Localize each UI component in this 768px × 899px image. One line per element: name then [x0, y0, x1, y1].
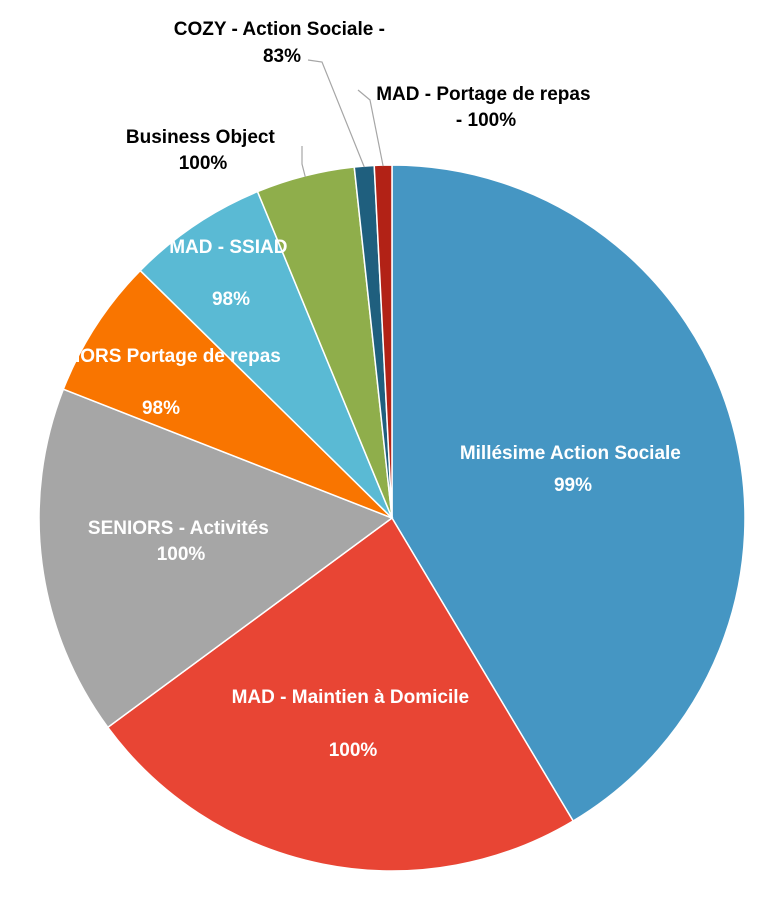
label-millesime-action-sociale: Millésime Action Sociale 99% [460, 443, 686, 496]
leader-line-6 [307, 59, 365, 168]
pie-slice-0 [391, 164, 746, 823]
label-mad-portage-name: MAD - Portage de repas [376, 84, 590, 105]
label-seniors-portage-pct: 98% [142, 398, 180, 419]
label-mad-portage-pct: - 100% [456, 110, 516, 131]
label-seniors-activites-name: SENIORS - Activités [88, 518, 269, 539]
leader-line-7 [357, 89, 384, 167]
label-mad-maintien-domicile: MAD - Maintien à Domicile 100% [232, 687, 475, 761]
label-mad-maintien-name: MAD - Maintien à Domicile [232, 687, 470, 708]
label-mad-ssiad-name: MAD - SSIAD [169, 237, 287, 258]
label-business-object: Business Object 100% [126, 127, 280, 174]
label-millesime-name: Millésime Action Sociale [460, 443, 681, 464]
label-business-object-pct: 100% [179, 153, 228, 174]
pie-slice-1 [106, 516, 575, 872]
pie-slice-2 [38, 388, 394, 729]
label-seniors-activites: SENIORS - Activités 100% [88, 518, 274, 565]
leader-lines [301, 59, 384, 177]
label-cozy-name: COZY - Action Sociale - [174, 19, 385, 40]
label-millesime-pct: 99% [554, 475, 592, 496]
label-mad-maintien-pct: 100% [329, 740, 378, 761]
leader-line-5 [301, 146, 306, 177]
label-seniors-portage-name: SENIORS Portage de repas [36, 346, 281, 367]
label-business-object-name: Business Object [126, 127, 276, 148]
label-mad-portage-repas: MAD - Portage de repas - 100% [376, 84, 596, 131]
label-cozy-action-sociale: COZY - Action Sociale - 83% [174, 19, 390, 67]
slice-labels: Millésime Action Sociale 99% MAD - Maint… [36, 19, 686, 761]
pie-slice-4 [139, 190, 393, 519]
label-cozy-pct: 83% [263, 46, 301, 67]
label-seniors-activites-pct: 100% [157, 544, 206, 565]
label-mad-ssiad-pct: 98% [212, 289, 250, 310]
pie-slices [38, 164, 746, 872]
pie-slice-3 [62, 269, 393, 519]
label-mad-ssiad: MAD - SSIAD 98% [169, 237, 293, 310]
label-seniors-portage: SENIORS Portage de repas 98% [36, 346, 286, 419]
